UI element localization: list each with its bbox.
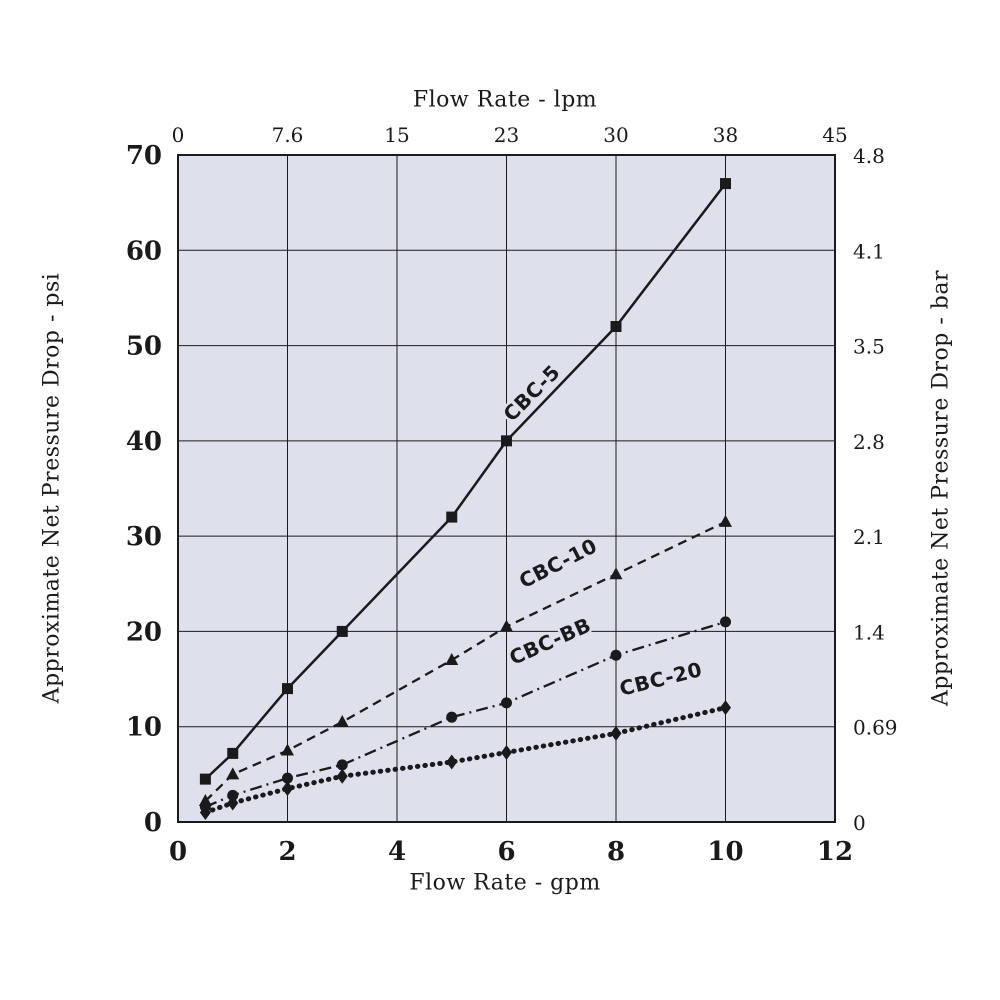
y-left-tick-label: 40: [126, 427, 162, 457]
circle-marker-icon: [501, 697, 512, 709]
x-bottom-tick-label: 12: [817, 837, 853, 867]
square-marker-icon: [610, 321, 622, 333]
y-left-tick-label: 50: [126, 332, 162, 362]
diamond-marker-icon: [282, 781, 293, 797]
diamond-marker-icon: [610, 725, 622, 741]
y-right-tick-label: 2.1: [853, 525, 885, 549]
y-right-tick-label: 0: [853, 811, 866, 835]
diamond-marker-icon: [446, 754, 458, 770]
y-left-tick-label: 20: [126, 617, 162, 647]
y-left-tick-label: 0: [144, 808, 162, 838]
square-marker-icon: [227, 747, 239, 759]
y-left-tick-label: 60: [126, 236, 162, 266]
series-line-cbc-5: [204, 182, 727, 781]
y-right-tick-label: 4.1: [853, 239, 885, 263]
x-top-tick-label: 30: [603, 123, 628, 147]
circle-marker-icon: [227, 789, 239, 801]
y-left-tick-label: 30: [126, 522, 162, 552]
x-top-tick-label: 15: [384, 123, 409, 147]
x-bottom-tick-label: 10: [707, 837, 743, 867]
x-bottom-tick-label: 8: [607, 837, 625, 867]
square-marker-icon: [336, 625, 348, 637]
y-right-tick-label: 3.5: [853, 335, 885, 359]
triangle-marker-icon: [719, 514, 732, 527]
y-left-tick-label: 70: [126, 141, 162, 171]
diamond-marker-icon: [336, 768, 348, 784]
y-right-tick-label: 0.69: [853, 716, 898, 740]
bottom-axis-title: Flow Rate - gpm: [409, 870, 601, 896]
triangle-marker-icon: [226, 767, 240, 780]
series-line-cbc-bb: [204, 620, 726, 808]
square-marker-icon: [446, 511, 458, 523]
x-top-tick-label: 38: [713, 123, 738, 147]
plot-border: [177, 154, 836, 823]
square-marker-icon: [282, 683, 293, 695]
diamond-marker-icon: [501, 744, 512, 760]
x-bottom-tick-label: 4: [388, 837, 406, 867]
x-top-tick-label: 7.6: [272, 123, 304, 147]
diamond-marker-icon: [720, 700, 731, 716]
circle-marker-icon: [282, 772, 293, 784]
x-bottom-tick-label: 6: [497, 837, 515, 867]
triangle-marker-icon: [335, 714, 349, 727]
square-marker-icon: [501, 435, 512, 447]
y-right-tick-label: 4.8: [853, 144, 885, 168]
circle-marker-icon: [720, 616, 731, 628]
y-left-tick-label: 10: [126, 713, 162, 743]
square-marker-icon: [720, 178, 731, 190]
series-line-cbc-20: [202, 705, 728, 815]
x-bottom-tick-label: 0: [169, 837, 187, 867]
circle-marker-icon: [446, 711, 458, 723]
diamond-marker-icon: [227, 795, 239, 811]
diamond-marker-icon: [199, 804, 211, 820]
triangle-marker-icon: [500, 619, 513, 632]
x-top-tick-label: 23: [494, 123, 519, 147]
square-marker-icon: [199, 773, 211, 785]
triangle-marker-icon: [445, 653, 459, 666]
triangle-marker-icon: [609, 567, 623, 580]
x-top-tick-label: 45: [822, 123, 847, 147]
circle-marker-icon: [336, 759, 348, 771]
top-axis-title: Flow Rate - lpm: [412, 87, 598, 113]
y-right-tick-label: 2.8: [853, 430, 885, 454]
triangle-marker-icon: [281, 743, 294, 756]
series-line-cbc-10: [204, 520, 726, 802]
y-right-tick-label: 1.4: [853, 620, 885, 644]
circle-marker-icon: [610, 649, 622, 661]
x-bottom-tick-label: 2: [278, 837, 296, 867]
x-top-tick-label: 0: [172, 123, 185, 147]
